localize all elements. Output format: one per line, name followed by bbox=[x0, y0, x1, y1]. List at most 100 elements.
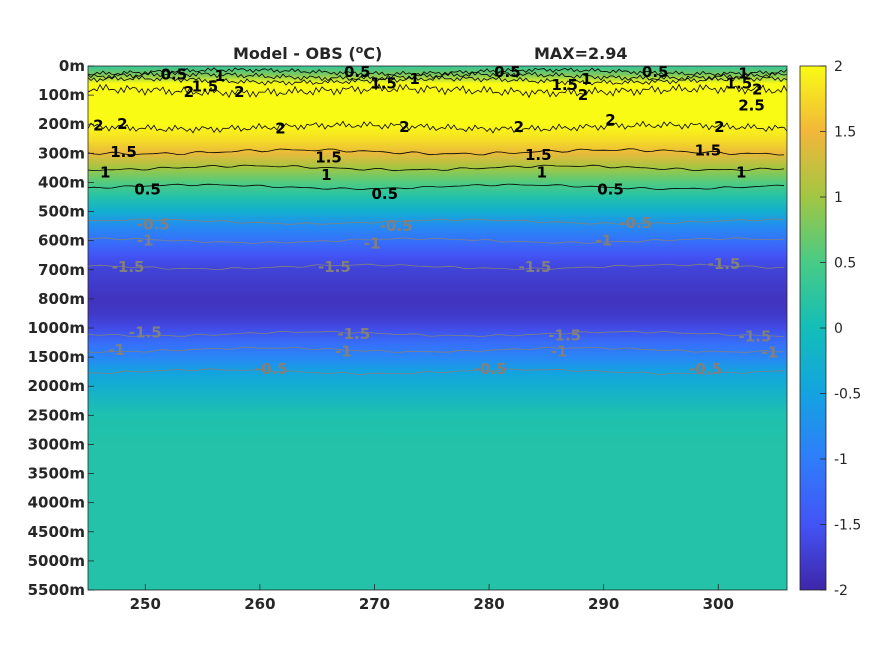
contour-label: 1.5 bbox=[370, 75, 397, 93]
colorbar-tick-label: 0 bbox=[834, 321, 843, 337]
x-tick-label: 280 bbox=[473, 595, 504, 613]
contour-label: 0.5 bbox=[494, 63, 521, 81]
contour-line bbox=[88, 218, 785, 226]
contour-label: -1 bbox=[595, 232, 612, 250]
contour-label: 2 bbox=[275, 120, 285, 138]
contour-label: 2 bbox=[399, 118, 409, 136]
colorbar-ticks: 2 1.5 1 0.5 0 -0.5 -1 -1.5 -2 bbox=[820, 59, 861, 599]
contour-label: -1 bbox=[137, 232, 154, 250]
contour-label: -0.5 bbox=[619, 214, 652, 232]
contour-label: 1 bbox=[100, 163, 110, 181]
contour-label: 1 bbox=[537, 163, 547, 181]
contour-label: 1.5 bbox=[551, 76, 578, 94]
y-tick-label: 100m bbox=[38, 86, 85, 104]
contour-label: 2 bbox=[514, 118, 524, 136]
chart-title: Model - OBS (oC) bbox=[233, 43, 382, 64]
contour-label: 2 bbox=[605, 111, 615, 129]
contour-line bbox=[88, 83, 787, 99]
contour-label: 1.5 bbox=[525, 146, 552, 164]
contour-label: 2 bbox=[184, 83, 194, 101]
y-tick-label: 1500m bbox=[28, 348, 85, 366]
y-tick-label: 300m bbox=[38, 144, 85, 162]
contour-label: 1.5 bbox=[315, 149, 342, 167]
contour-label: -1 bbox=[108, 341, 125, 359]
x-tick-label: 250 bbox=[130, 595, 161, 613]
contour-label: -1 bbox=[551, 342, 568, 360]
contour-label: 1 bbox=[321, 166, 331, 184]
colorbar-tick-label: -1 bbox=[834, 452, 848, 468]
colorbar-tick-label: 0.5 bbox=[834, 256, 856, 272]
y-tick-label: 800m bbox=[38, 290, 85, 308]
contour-line bbox=[88, 67, 787, 77]
y-tick-label: 3000m bbox=[28, 435, 85, 453]
x-axis: 250 260 270 280 290 300 bbox=[130, 584, 734, 613]
contour-label: 1.5 bbox=[192, 77, 219, 95]
contour-label: -0.5 bbox=[255, 360, 288, 378]
colorbar-tick-label: -0.5 bbox=[834, 387, 861, 403]
contour-label: 0.5 bbox=[597, 181, 624, 199]
contour-label: 2 bbox=[714, 118, 724, 136]
contour-label: 2 bbox=[93, 117, 103, 135]
contour-line bbox=[88, 237, 785, 244]
y-axis: 0m 100m 200m 300m 400m 500m 600m 700m 800m 1000m 1… bbox=[28, 57, 94, 599]
y-tick-label: 600m bbox=[38, 232, 85, 250]
contour-label: -0.5 bbox=[380, 217, 413, 235]
y-tick-label: 2500m bbox=[28, 406, 85, 424]
contour-label: -1 bbox=[364, 235, 381, 253]
contour-label: 1 bbox=[738, 64, 748, 82]
colorbar-tick-label: -2 bbox=[834, 583, 848, 599]
contour-label: 2 bbox=[752, 80, 762, 98]
contour-line bbox=[88, 263, 785, 271]
contour-label: 0.5 bbox=[161, 66, 188, 84]
contour-label: -1.5 bbox=[518, 258, 551, 276]
contour-line bbox=[88, 120, 787, 134]
contour-label: 0.5 bbox=[134, 181, 161, 199]
contour-label: -1.5 bbox=[548, 326, 581, 344]
contour-line bbox=[88, 346, 785, 354]
x-tick-label: 290 bbox=[588, 595, 619, 613]
contour-label: 0.5 bbox=[642, 63, 669, 81]
contour-label: -1.5 bbox=[318, 258, 351, 276]
colorbar-tick-label: 1 bbox=[834, 190, 843, 206]
y-tick-label: 400m bbox=[38, 173, 85, 191]
contour-label: 1 bbox=[581, 70, 591, 88]
plot-area: 0.5 121.5 20.51.5 1 0.51.5 120.51.5 22.512 2 2 2 2… bbox=[87, 63, 788, 591]
y-tick-label: 200m bbox=[38, 115, 85, 133]
contour-label: 0.5 bbox=[344, 63, 371, 81]
contour-line bbox=[88, 183, 785, 191]
x-tick-label: 260 bbox=[244, 595, 275, 613]
contour-label: -1.5 bbox=[738, 328, 771, 346]
contour-line bbox=[88, 164, 785, 172]
y-tick-label: 3500m bbox=[28, 465, 85, 483]
contour-label: 1.5 bbox=[695, 141, 722, 159]
colorbar-tick-label: 1.5 bbox=[834, 125, 856, 141]
y-tick-label: 1000m bbox=[28, 319, 85, 337]
contour-label: 1 bbox=[215, 67, 225, 85]
contour-label: 1.5 bbox=[110, 143, 137, 161]
contour-label: 1 bbox=[409, 70, 419, 88]
contour-label: 1 bbox=[736, 163, 746, 181]
contour-label: -1.5 bbox=[337, 325, 370, 343]
contour-line bbox=[88, 368, 785, 375]
contour-label: -1 bbox=[335, 342, 352, 360]
contour-line bbox=[88, 330, 785, 337]
contour-line bbox=[88, 75, 787, 86]
y-tick-label: 0m bbox=[59, 57, 85, 75]
y-tick-label: 4500m bbox=[28, 523, 85, 541]
y-tick-label: 700m bbox=[38, 261, 85, 279]
contour-label: -1.5 bbox=[129, 323, 162, 341]
contour-label: -0.5 bbox=[474, 360, 507, 378]
y-tick-label: 4000m bbox=[28, 494, 85, 512]
contour-label: -0.5 bbox=[689, 360, 722, 378]
y-tick-label: 2000m bbox=[28, 377, 85, 395]
colorbar: 2 1.5 1 0.5 0 -0.5 -1 -1.5 -2 bbox=[799, 59, 861, 599]
contour-label: -0.5 bbox=[137, 216, 170, 234]
heatmap-field bbox=[88, 66, 787, 590]
y-tick-label: 500m bbox=[38, 203, 85, 221]
contour-line bbox=[88, 148, 785, 156]
contour-label: 2 bbox=[234, 83, 244, 101]
y-tick-label: 5500m bbox=[28, 581, 85, 599]
x-tick-label: 270 bbox=[359, 595, 390, 613]
colorbar-tick-label: 2 bbox=[834, 59, 843, 75]
